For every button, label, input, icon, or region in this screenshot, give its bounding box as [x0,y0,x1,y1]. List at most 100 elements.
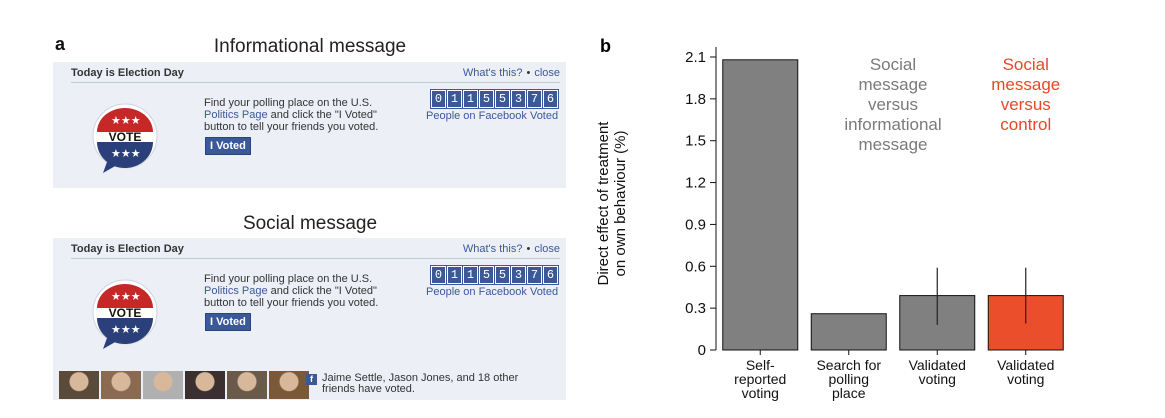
y-tick-label: 0 [698,342,706,359]
friend-photo[interactable] [185,371,225,399]
vote-label: VOTE [109,306,142,320]
instructions-line1: Find your polling place on the U.S. [204,273,373,285]
social-message-box: Today is Election Day What's this? • close… [53,238,566,400]
x-tick-label: Validated [997,357,1054,373]
counter-digit: 0 [431,266,446,284]
y-tick-label: 1.8 [685,91,706,108]
x-tick-label: voting [1007,371,1044,387]
friends-photos [59,371,309,399]
instructions-line1: Find your polling place on the U.S. [204,97,373,109]
y-tick-label: 0.9 [685,216,706,233]
instructions-line3: button to tell your friends you voted. [204,121,379,133]
x-tick-label: place [832,385,866,401]
header-links: What's this? • close [462,67,560,79]
counter-digit: 3 [511,266,526,284]
y-tick-label: 0.6 [685,258,706,275]
counter-digit: 3 [511,90,526,108]
vote-label: VOTE [109,130,142,144]
box-header: Today is Election Day What's this? • close [71,238,560,259]
social-heading: Social message [242,213,378,234]
box-title: Today is Election Day [71,243,184,255]
instructions-line3: button to tell your friends you voted. [204,297,379,309]
annotation-text: message [991,75,1060,94]
close-link[interactable]: close [534,67,560,79]
counter-digit: 6 [543,90,558,108]
counter-digit: 7 [527,266,542,284]
annotation-text: message [859,135,928,154]
y-axis-label: Direct effect of treatmenton own behavio… [595,121,629,286]
y-axis-label-line2: on own behaviour (%) [612,131,629,277]
polling-instructions: Find your polling place on the U.S. Poli… [204,97,409,133]
x-tick-label: Search for [816,357,881,373]
y-tick-label: 0.3 [685,300,706,317]
counter-digit: 1 [447,90,462,108]
counter-caption: People on Facebook Voted [426,110,559,122]
x-tick-label: voting [919,371,956,387]
vote-badge-icon: ★★★ ★★★ VOTE [92,279,158,349]
informational-message-box: Today is Election Day What's this? • close… [53,62,566,188]
whats-this-link[interactable]: What's this? [462,243,523,255]
friend-photo[interactable] [269,371,309,399]
counter-digit: 1 [463,90,478,108]
instructions-line2: and click the "I Voted" [267,109,377,121]
x-tick-label: voting [742,385,779,401]
annotation-text: message [859,75,928,94]
annotation-text: versus [1001,95,1051,114]
y-tick-label: 1.5 [685,133,706,150]
vote-badge-icon: ★★★ ★★★ VOTE [92,103,158,173]
i-voted-button[interactable]: I Voted [205,313,251,331]
friend-photo[interactable] [143,371,183,399]
i-voted-button[interactable]: I Voted [205,137,251,155]
friends-voted-text: Jaime Settle, Jason Jones, and 18 other … [322,373,562,395]
counter-caption: People on Facebook Voted [426,286,559,298]
whats-this-link[interactable]: What's this? [462,67,523,79]
header-links: What's this? • close [462,243,560,255]
y-tick-label: 1.2 [685,175,706,192]
friend-photo[interactable] [59,371,99,399]
x-tick-label: Validated [909,357,966,373]
counter-digit: 6 [543,266,558,284]
svg-text:★★★: ★★★ [111,147,141,160]
bar [810,313,887,351]
y-axis-label-line1: Direct effect of treatment [595,121,612,286]
counter-digit: 5 [495,90,510,108]
close-link[interactable]: close [534,243,560,255]
x-tick-label: Self- [746,357,775,373]
instructions-line2: and click the "I Voted" [267,285,377,297]
annotation-text: versus [868,95,918,114]
politics-page-link[interactable]: Politics Page [204,109,268,121]
polling-instructions: Find your polling place on the U.S. Poli… [204,273,409,309]
counter-digit: 1 [447,266,462,284]
annotation-text: control [1000,115,1051,134]
box-header: Today is Election Day What's this? • close [71,62,560,83]
annotation-text: informational [844,115,941,134]
counter-digit: 1 [463,266,478,284]
counter-digit: 5 [495,266,510,284]
box-title: Today is Election Day [71,67,184,79]
svg-text:★★★: ★★★ [111,323,141,336]
effect-bar-chart: b 0 0.3 0.6 0.9 1.2 1.5 1.8 2.1 Direct effect of… [595,36,1064,401]
x-tick-label: polling [829,371,869,387]
x-tick-label: reported [734,371,786,387]
counter-digit: 5 [479,90,494,108]
svg-text:★★★: ★★★ [111,290,141,303]
counter-digit: 0 [431,90,446,108]
panel-a-letter: a [55,34,66,54]
politics-page-link[interactable]: Politics Page [204,285,268,297]
y-tick-label: 2.1 [685,49,706,66]
friend-photo[interactable] [227,371,267,399]
friends-line1: Jaime Settle, Jason Jones, and 18 other [322,372,519,384]
friends-line2: friends have voted. [322,383,415,395]
annotation-text: Social [1003,55,1049,74]
annotation-text: Social [870,55,916,74]
counter-digit: 5 [479,266,494,284]
svg-text:★★★: ★★★ [111,114,141,127]
panel-b-letter: b [600,36,611,56]
facebook-icon: f [306,374,317,385]
bar [722,59,799,351]
informational-heading: Informational message [213,36,407,57]
friend-photo[interactable] [101,371,141,399]
counter-digit: 7 [527,90,542,108]
